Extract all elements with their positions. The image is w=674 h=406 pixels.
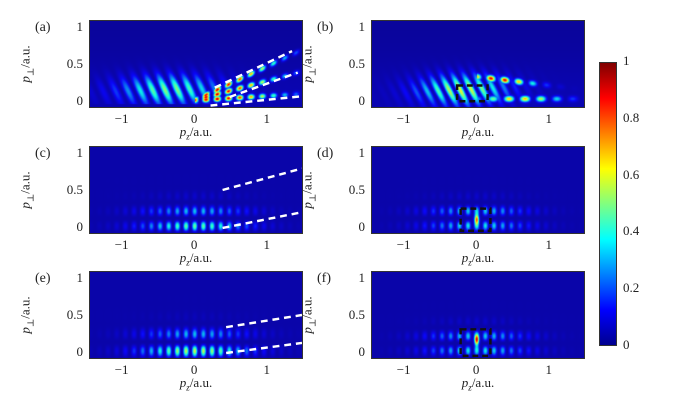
y-tick-label: 0	[76, 92, 84, 108]
x-axis-label: pz/a.u.	[461, 124, 495, 142]
panel-label: (c)	[35, 146, 51, 161]
panel-label: (e)	[35, 271, 51, 286]
black-dashed-box	[459, 207, 492, 233]
heatmap	[90, 21, 302, 107]
y-tick-label: 0.5	[348, 182, 365, 197]
x-axis-label: pz/a.u.	[461, 375, 495, 393]
x-tick-label: 0	[472, 362, 480, 377]
heatmap-plot	[371, 146, 585, 234]
white-dashed-line	[222, 211, 302, 230]
y-tick-label: 1	[76, 270, 84, 286]
heatmap-plot	[371, 271, 585, 359]
x-tick-label: −1	[114, 237, 129, 252]
y-axis-label: p⊥/a.u.	[17, 171, 36, 209]
heatmap-plot	[89, 146, 303, 234]
y-tick-label: 0	[358, 92, 366, 108]
panel-e: (e) −1 0 1 0 0.5 1 pz/a.u. p⊥/a.u.	[18, 270, 303, 393]
white-dashed-line	[214, 49, 293, 89]
y-tick-label: 0	[358, 218, 366, 234]
heatmap-plot	[371, 20, 585, 108]
y-tick-label: 1	[358, 19, 366, 35]
panel-label: (f)	[317, 271, 331, 286]
x-tick-label: 0	[190, 237, 198, 252]
y-tick-label: 1	[358, 270, 366, 286]
y-axis-label: p⊥/a.u.	[299, 296, 318, 334]
y-axis-label: p⊥/a.u.	[17, 296, 36, 334]
colorbar-tick-label: 0	[623, 337, 630, 352]
panel-d: (d) −1 0 1 0 0.5 1 pz/a.u. p⊥/a.u.	[300, 145, 585, 268]
heatmap	[90, 147, 302, 233]
x-axis-label: pz/a.u.	[179, 124, 213, 142]
y-axis-label: p⊥/a.u.	[299, 171, 318, 209]
x-tick-label: 1	[545, 237, 552, 252]
colorbar-tick-label: 1	[623, 53, 630, 68]
x-tick-label: −1	[396, 111, 411, 126]
white-dashed-line	[225, 341, 302, 355]
heatmap	[372, 147, 584, 233]
white-dashed-line	[229, 71, 299, 99]
heatmap	[372, 21, 584, 107]
panel-label: (b)	[317, 20, 334, 35]
black-dashed-box	[455, 84, 489, 103]
x-tick-label: 1	[263, 237, 270, 252]
heatmap-plot	[89, 20, 303, 108]
colorbar	[599, 62, 617, 346]
panel-f: (f) −1 0 1 0 0.5 1 pz/a.u. p⊥/a.u.	[300, 270, 585, 393]
y-tick-label: 0.5	[348, 56, 365, 71]
y-tick-label: 0	[76, 343, 84, 359]
panel-c: (c) −1 0 1 0 0.5 1 pz/a.u. p⊥/a.u.	[18, 145, 303, 268]
y-axis-label: p⊥/a.u.	[299, 45, 318, 83]
y-tick-label: 1	[76, 145, 84, 161]
heatmap	[372, 272, 584, 358]
y-tick-label: 0.5	[348, 307, 365, 322]
y-tick-label: 0	[76, 218, 84, 234]
y-tick-label: 0.5	[66, 307, 83, 322]
colorbar-tick-label: 0.6	[623, 166, 640, 182]
panel-label: (a)	[35, 20, 51, 35]
colorbar-tick-label: 0.8	[623, 109, 640, 125]
x-tick-label: −1	[396, 237, 411, 252]
x-tick-label: 0	[190, 362, 198, 377]
colorbar-tick-label: 0.4	[623, 223, 640, 239]
x-tick-label: 0	[190, 111, 198, 126]
x-tick-label: −1	[114, 362, 129, 377]
x-axis-label: pz/a.u.	[179, 250, 213, 268]
x-tick-label: 1	[545, 362, 552, 377]
panel-label: (d)	[317, 146, 334, 161]
y-tick-label: 0.5	[66, 182, 83, 197]
y-axis-label: p⊥/a.u.	[17, 45, 36, 83]
white-dashed-line	[222, 167, 302, 192]
x-tick-label: −1	[396, 362, 411, 377]
y-tick-label: 1	[76, 19, 84, 35]
x-tick-label: 1	[263, 362, 270, 377]
white-dashed-line	[210, 95, 302, 107]
x-tick-label: 1	[263, 111, 270, 126]
x-axis-label: pz/a.u.	[179, 375, 213, 393]
heatmap	[90, 272, 302, 358]
colorbar-tick-label: 0.2	[623, 280, 640, 296]
x-tick-label: 1	[545, 111, 552, 126]
y-tick-label: 0.5	[66, 56, 83, 71]
panel-a: (a) −1 0 1 0 0.5 1 pz/a.u. p⊥/a.u.	[18, 19, 303, 142]
y-tick-label: 1	[358, 145, 366, 161]
panel-b: (b) −1 0 1 0 0.5 1 pz/a.u. p⊥/a.u.	[300, 19, 585, 142]
heatmap-plot	[89, 271, 303, 359]
x-tick-label: 0	[472, 237, 480, 252]
white-dashed-line	[225, 313, 302, 329]
x-tick-label: 0	[472, 111, 480, 126]
y-tick-label: 0	[358, 343, 366, 359]
black-dashed-box	[459, 328, 492, 358]
x-axis-label: pz/a.u.	[461, 250, 495, 268]
x-tick-label: −1	[114, 111, 129, 126]
